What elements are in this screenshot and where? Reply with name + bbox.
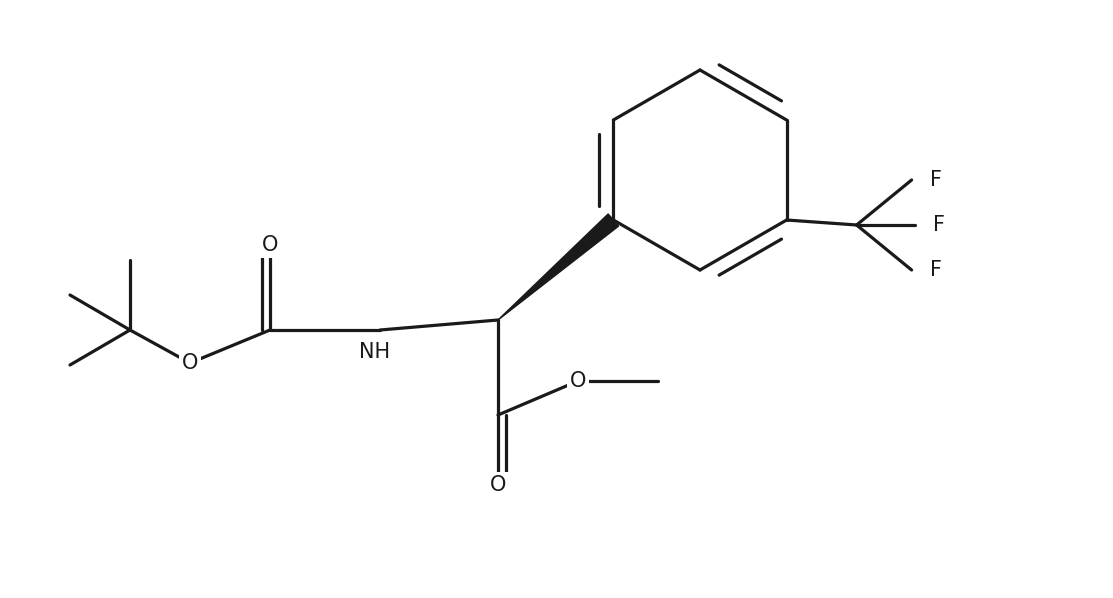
Text: O: O	[570, 371, 587, 391]
Text: O: O	[262, 235, 278, 255]
Text: F: F	[933, 215, 945, 235]
Text: NH: NH	[359, 342, 391, 362]
Text: F: F	[929, 260, 942, 280]
Polygon shape	[498, 214, 619, 320]
Text: O: O	[181, 353, 198, 373]
Text: O: O	[490, 475, 506, 495]
Text: F: F	[929, 170, 942, 190]
